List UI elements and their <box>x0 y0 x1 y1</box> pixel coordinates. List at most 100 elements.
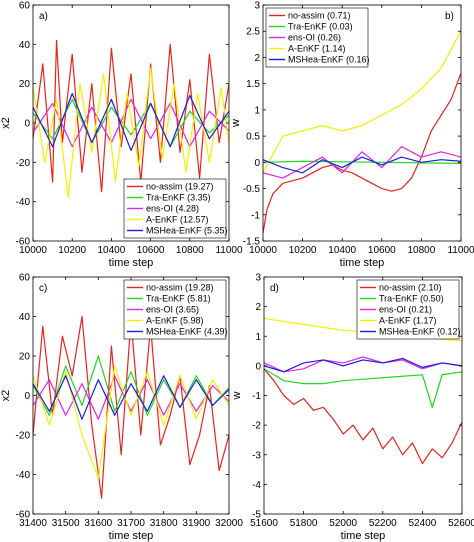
legend: no-assim (19.27)Tra-EnKF (3.35)ens-OI (4… <box>123 178 228 239</box>
series-line-3 <box>33 98 229 148</box>
y-tick-label: -20 <box>16 431 31 442</box>
y-tick-label: -3 <box>252 450 261 461</box>
x-tick-label: 10800 <box>176 245 204 256</box>
y-tick-label: -1 <box>252 391 261 402</box>
legend: no-assim (0.71)Tra-EnKF (0.03)ens-OI (0.… <box>265 7 370 68</box>
x-tick-label: 51800 <box>290 518 318 529</box>
x-tick-label: 11000 <box>215 245 243 256</box>
series-line-1 <box>263 72 461 234</box>
chart-panel-1: 10000 10200 10400 10600 10800 11000 -60 -40 -20 0… <box>0 1 243 270</box>
y-tick-label: 0 <box>254 158 260 169</box>
legend-entry: MSHea-EnKF (0.16) <box>288 55 370 65</box>
panel-label: a) <box>39 11 48 22</box>
series-line-2 <box>33 355 229 416</box>
x-axis-label: time step <box>109 530 154 542</box>
panel-label: b) <box>445 11 454 22</box>
legend: no-assim (2.10)Tra-EnKF (0.50)ens-OI (0.… <box>356 279 461 340</box>
y-tick-label: -60 <box>16 510 31 521</box>
series-line-3 <box>264 356 462 373</box>
y-tick-label: 2.5 <box>246 27 260 38</box>
series-line-2 <box>263 160 461 164</box>
y-tick-label: 1 <box>254 105 260 116</box>
x-tick-label: 52000 <box>329 518 357 529</box>
series-line-4 <box>263 30 461 174</box>
x-tick-label: 10400 <box>328 245 356 256</box>
legend-entry: Tra-EnKF (5.81) <box>146 294 211 304</box>
y-tick-label: 40 <box>19 312 31 323</box>
legend-entry: A-EnKF (5.98) <box>146 316 204 326</box>
x-tick-label: 31900 <box>182 518 210 529</box>
x-axis-label: time step <box>340 257 385 269</box>
legend-entry: Tra-EnKF (3.35) <box>146 193 211 203</box>
y-axis-label: x2 <box>0 117 12 129</box>
y-tick-label: 2 <box>254 53 260 64</box>
x-tick-label: 10000 <box>249 245 277 256</box>
y-tick-label: 3 <box>255 273 261 284</box>
x-tick-label: 31700 <box>117 518 145 529</box>
legend-entry: ens-OI (4.28) <box>146 204 199 214</box>
y-tick-label: 0 <box>24 391 30 402</box>
legend-entry: no-assim (2.10) <box>379 283 442 293</box>
series-line-5 <box>33 375 229 420</box>
legend-entry: A-EnKF (12.57) <box>146 215 209 225</box>
y-tick-label: -40 <box>16 197 31 208</box>
series-line-5 <box>263 156 461 174</box>
y-tick-label: 20 <box>19 352 31 363</box>
y-axis-label: w <box>230 119 242 128</box>
legend: no-assim (19.28)Tra-EnKF (5.81)ens-OI (3… <box>123 279 228 340</box>
x-tick-label: 31500 <box>52 518 80 529</box>
x-tick-label: 10200 <box>289 245 317 256</box>
y-tick-label: -0.5 <box>243 184 261 195</box>
y-tick-label: 0.5 <box>246 132 260 143</box>
x-tick-label: 10800 <box>407 245 435 256</box>
y-tick-label: -1.5 <box>243 237 261 248</box>
x-axis-label: time step <box>109 257 154 269</box>
y-axis-label: w <box>231 391 243 400</box>
legend-entry: ens-OI (0.21) <box>379 305 432 315</box>
y-tick-label: 60 <box>19 1 31 12</box>
series-line-5 <box>264 357 462 373</box>
legend-entry: ens-OI (0.26) <box>288 33 341 43</box>
x-tick-label: 10200 <box>58 245 86 256</box>
legend-entry: Tra-EnKF (0.03) <box>288 22 353 32</box>
x-tick-label: 10600 <box>137 245 165 256</box>
y-tick-label: 0 <box>24 119 30 130</box>
y-tick-label: -2 <box>252 421 261 432</box>
legend-entry: A-EnKF (1.17) <box>379 316 437 326</box>
panel-label: c) <box>39 283 47 294</box>
legend-entry: Tra-EnKF (0.50) <box>379 294 444 304</box>
legend-entry: MSHea-EnKF (4.39) <box>146 327 228 337</box>
x-tick-label: 10000 <box>19 245 47 256</box>
y-tick-label: -4 <box>252 480 261 491</box>
series-line-5 <box>33 92 229 152</box>
y-tick-label: 20 <box>19 79 31 90</box>
chart-panel-4: 51600 51800 52000 52200 52400 52600 -5 -4 -3 -2 -1… <box>231 273 474 542</box>
y-axis-label: x2 <box>0 390 12 402</box>
legend-entry: no-assim (0.71) <box>288 11 351 21</box>
y-tick-label: 60 <box>19 273 31 284</box>
x-tick-label: 52600 <box>448 518 474 529</box>
plot-frame <box>262 4 462 242</box>
y-tick-label: -60 <box>16 237 31 248</box>
y-tick-label: 0 <box>255 361 261 372</box>
y-tick-label: -1 <box>251 210 260 221</box>
x-tick-label: 10600 <box>368 245 396 256</box>
y-tick-label: -40 <box>16 470 31 481</box>
x-tick-label: 52400 <box>408 518 436 529</box>
panel-label: d) <box>270 283 279 294</box>
y-tick-label: -5 <box>252 510 261 521</box>
x-tick-label: 10400 <box>97 245 125 256</box>
legend-entry: MSHea-EnKF (5.35) <box>146 226 228 236</box>
legend-entry: ens-OI (3.65) <box>146 305 199 315</box>
y-tick-label: 1 <box>255 332 261 343</box>
x-tick-label: 31600 <box>84 518 112 529</box>
x-tick-label: 31400 <box>19 518 47 529</box>
legend-entry: A-EnKF (1.14) <box>288 44 346 54</box>
series-line-3 <box>33 375 229 420</box>
x-tick-label: 32000 <box>215 518 243 529</box>
x-tick-label: 31800 <box>150 518 178 529</box>
y-tick-label: 1.5 <box>246 79 260 90</box>
series-line-4 <box>33 67 229 199</box>
x-tick-label: 11000 <box>447 245 474 256</box>
legend-entry: MSHea-EnKF (0.12) <box>379 327 461 337</box>
